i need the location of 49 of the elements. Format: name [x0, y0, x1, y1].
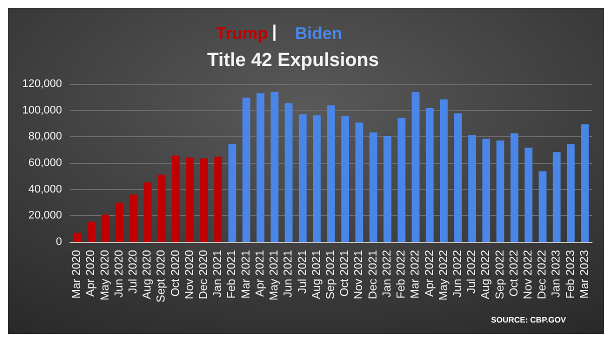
x-tick-label: Mar 2023: [578, 250, 591, 299]
x-tick-label: Aug 2020: [142, 250, 154, 300]
x-tick-label: Nov 2022: [522, 250, 535, 300]
x-tick-label: Feb 2021: [226, 250, 238, 299]
chart-title: Title 42 Expulsions: [207, 50, 379, 71]
y-tick-label: 40,000: [28, 183, 62, 196]
x-tick-label: Jul 2021: [296, 250, 309, 294]
x-tick-label: Apr 2020: [85, 250, 98, 297]
x-tick-label: May 2020: [99, 250, 112, 301]
y-tick-label: 60,000: [28, 157, 62, 169]
x-tick-label: Apr 2021: [254, 250, 266, 297]
y-tick-label: 120,000: [22, 78, 62, 90]
x-tick-label: Jun 2022: [452, 250, 464, 298]
text: Trump: [216, 24, 268, 43]
x-tick-label: Mar 2021: [240, 250, 252, 299]
x-tick-label: Mar 2022: [410, 250, 422, 299]
x-tick-label: Oct 2022: [508, 250, 520, 297]
x-tick-label: Jul 2022: [466, 250, 478, 294]
x-tick-label: Jul 2020: [127, 250, 140, 294]
y-tick-label: 20,000: [28, 210, 62, 222]
x-tick-label: Jan 2022: [381, 250, 394, 298]
x-tick-label: Jan 2021: [212, 250, 224, 298]
x-tick-label: Mar 2020: [71, 250, 84, 299]
x-tick-label: Sep 2021: [325, 250, 337, 300]
y-tick-label: 0: [56, 236, 62, 248]
x-tick-label: Dec 2020: [198, 250, 210, 300]
x-tick-label: Jun 2021: [282, 250, 295, 298]
x-tick-label: Jun 2020: [113, 250, 126, 298]
x-tick-label: Sep 2022: [494, 250, 506, 300]
x-tick-label: May 2021: [268, 250, 281, 301]
x-tick-label: Feb 2022: [396, 250, 408, 299]
x-tick-label: Dec 2022: [536, 250, 549, 300]
x-tick-label: Oct 2021: [339, 250, 352, 297]
x-tick-label: Oct 2020: [170, 250, 182, 297]
y-tick-label: 100,000: [22, 104, 62, 116]
source-note: SOURCE: CBP.GOV: [491, 316, 567, 324]
x-tick-label: Aug 2021: [310, 250, 323, 300]
x-tick-label: Sept 2020: [156, 250, 168, 302]
text: Biden: [294, 24, 342, 43]
y-tick-label: 80,000: [28, 130, 62, 143]
x-tick-label: Jan 2023: [550, 250, 563, 298]
x-tick-label: Nov 2021: [353, 250, 366, 300]
text: |: [272, 22, 277, 41]
x-tick-label: Feb 2023: [564, 250, 577, 299]
x-tick-label: Dec 2021: [367, 250, 380, 300]
x-tick-label: May 2022: [438, 250, 450, 301]
x-tick-label: Apr 2022: [424, 250, 436, 297]
x-tick-label: Aug 2022: [480, 250, 492, 300]
x-tick-label: Nov 2020: [184, 250, 196, 300]
